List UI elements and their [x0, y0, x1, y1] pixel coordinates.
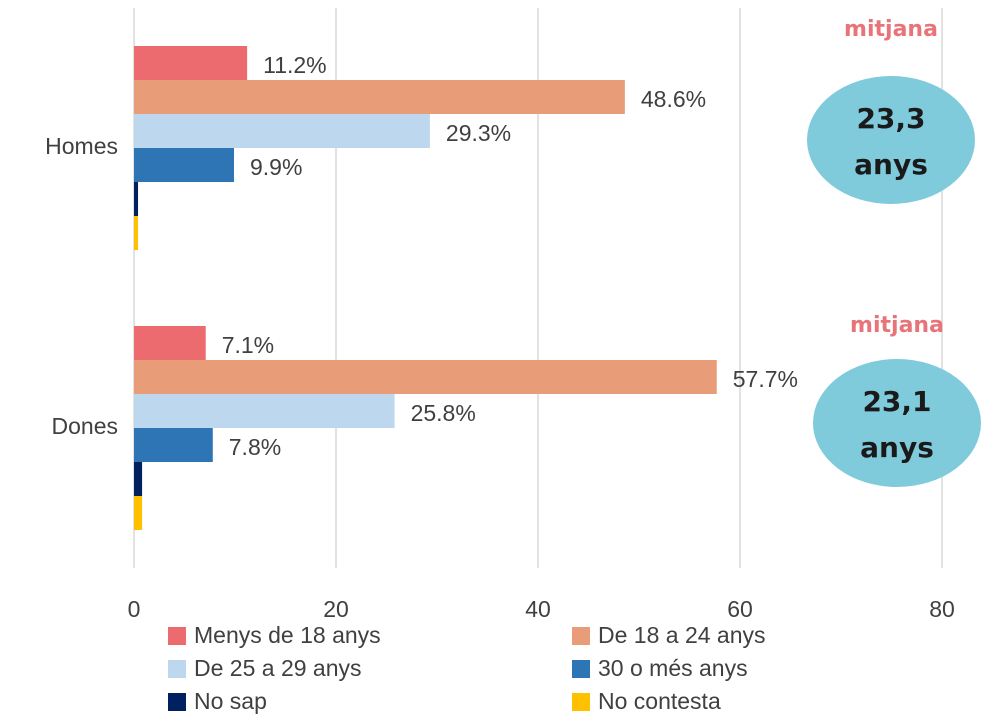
- annotation-bubble: [807, 76, 975, 204]
- legend-swatch: [572, 660, 590, 678]
- legend-swatch: [572, 693, 590, 711]
- data-label: 11.2%: [263, 52, 327, 78]
- annotation-title: mitjana: [850, 313, 944, 338]
- legend-swatch: [572, 627, 590, 645]
- data-label: 9.9%: [250, 154, 302, 180]
- bar: [134, 326, 206, 360]
- legend-label: 30 o més anys: [598, 655, 748, 681]
- x-tick-label: 40: [525, 596, 551, 622]
- x-tick-label: 20: [323, 596, 349, 622]
- legend-swatch: [168, 693, 186, 711]
- category-label: Homes: [45, 133, 118, 159]
- legend-swatch: [168, 660, 186, 678]
- bar: [134, 496, 143, 530]
- bar: [134, 360, 717, 394]
- data-label: 7.8%: [229, 434, 281, 460]
- legend-label: No sap: [194, 688, 267, 714]
- annotation-text: 23,1: [862, 385, 931, 418]
- annotation-text: anys: [854, 148, 928, 181]
- bar: [134, 428, 213, 462]
- data-label: 57.7%: [733, 366, 798, 392]
- data-label: 7.1%: [222, 332, 274, 358]
- annotation-text: anys: [860, 431, 934, 464]
- x-tick-label: 80: [929, 596, 955, 622]
- bar: [134, 394, 395, 428]
- legend-swatch: [168, 627, 186, 645]
- bar: [134, 46, 248, 80]
- annotation-text: 23,3: [856, 102, 925, 135]
- x-tick-label: 0: [128, 596, 141, 622]
- bar: [134, 216, 139, 250]
- legend-label: Menys de 18 anys: [194, 622, 381, 648]
- legend-label: No contesta: [598, 688, 721, 714]
- x-tick-label: 60: [727, 596, 753, 622]
- category-label: Dones: [52, 413, 118, 439]
- legend-label: De 18 a 24 anys: [598, 622, 766, 648]
- annotation-bubble: [813, 359, 981, 487]
- annotation-title: mitjana: [844, 17, 938, 42]
- bar: [134, 114, 430, 148]
- bar: [134, 148, 234, 182]
- bar: [134, 80, 625, 114]
- bar: [134, 182, 139, 216]
- bar: [134, 462, 143, 496]
- data-label: 25.8%: [411, 400, 476, 426]
- legend-label: De 25 a 29 anys: [194, 655, 362, 681]
- data-label: 29.3%: [446, 120, 511, 146]
- data-label: 48.6%: [641, 86, 706, 112]
